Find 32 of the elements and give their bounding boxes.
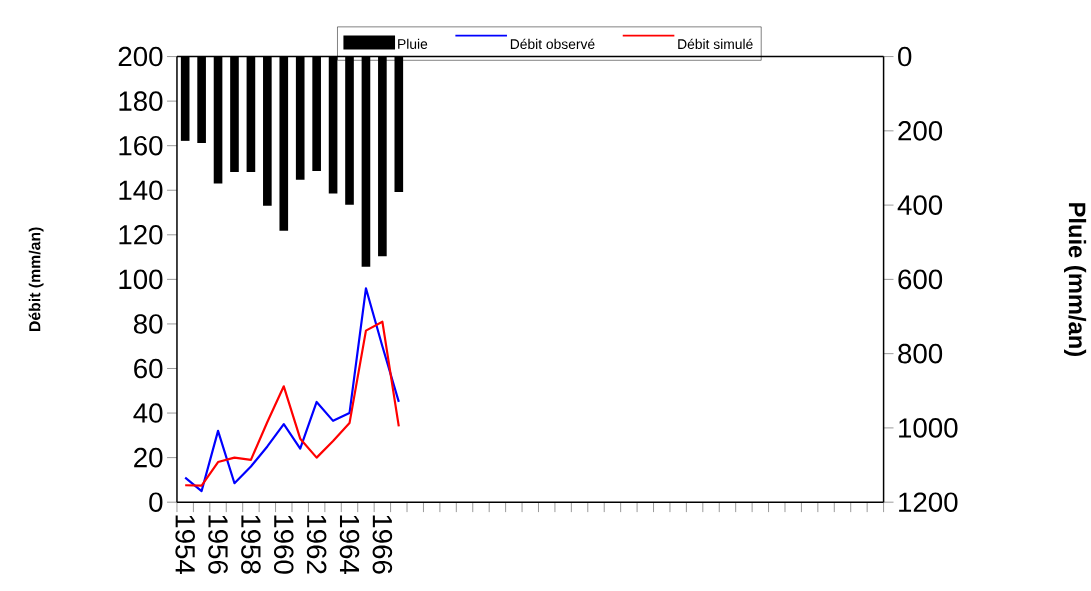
x-tick-label: 1964 — [339, 515, 360, 575]
y2-tick-label: 200 — [898, 121, 943, 141]
y-tick-label: 20 — [134, 448, 163, 468]
y-tick-label: 80 — [133, 314, 163, 334]
x-tick-label: 1958 — [241, 515, 261, 574]
y2-tick-label: 0 — [898, 47, 912, 67]
x-tick-label: 1954 — [175, 515, 195, 575]
y-tick-label: 140 — [119, 180, 163, 201]
x-tick-label: 1960 — [273, 515, 294, 575]
y-axis-title: Débit (mm/an) — [28, 227, 44, 332]
y-tick-label: 0 — [149, 492, 163, 513]
y-tick-label: 40 — [133, 403, 163, 424]
y-tick-label: 100 — [119, 269, 163, 290]
y2-tick-label: 600 — [898, 269, 943, 290]
y-tick-label: 180 — [119, 91, 163, 112]
legend-label: Pluie — [398, 39, 428, 50]
y-tick-label: 200 — [118, 47, 163, 67]
y-tick-label: 60 — [134, 358, 163, 379]
y2-tick-label: 400 — [897, 195, 943, 216]
legend-label: Débit observé — [510, 38, 595, 50]
x-tick-label: 1962 — [306, 515, 327, 574]
y-tick-label: 160 — [119, 136, 163, 156]
line-series — [184, 287, 400, 493]
y2-tick-label: 1200 — [899, 492, 958, 513]
y-tick-label: 120 — [119, 225, 163, 245]
x-tick-label: 1956 — [208, 515, 228, 574]
legend-label: Débit simulé — [678, 38, 753, 50]
line-series — [184, 320, 400, 488]
y2-tick-label: 1000 — [899, 418, 958, 438]
x-tick-label: 1966 — [372, 515, 393, 574]
y2-tick-label: 800 — [898, 344, 943, 364]
y2-axis-title: Pluie (mm/an) — [1064, 203, 1087, 357]
